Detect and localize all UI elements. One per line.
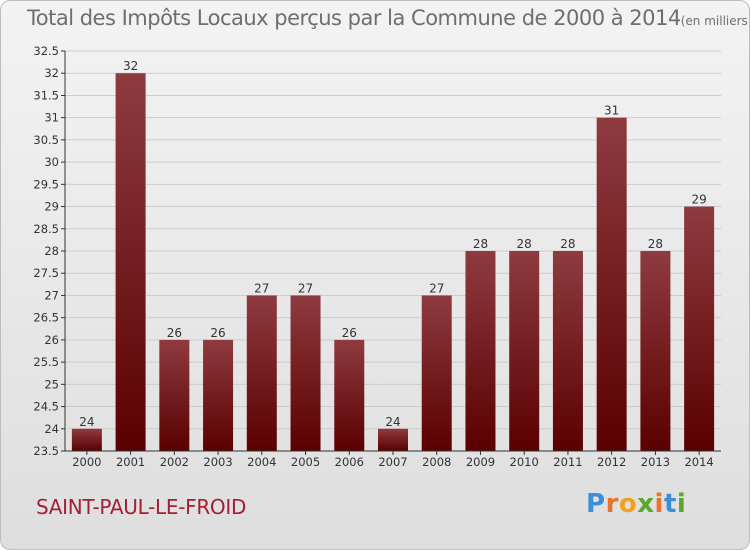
y-tick-label: 28.5: [33, 222, 59, 236]
bar-2003: [203, 339, 234, 451]
bar-2014: [684, 206, 715, 451]
x-tick-label: 2012: [597, 455, 626, 469]
chart-title-unit: (en milliers d'€): [680, 14, 749, 28]
y-tick-label: 28: [44, 244, 59, 258]
logo-letter: i: [654, 489, 664, 519]
bar-value-label: 28: [473, 237, 488, 251]
x-tick-label: 2008: [422, 455, 451, 469]
y-tick-label: 24: [44, 422, 59, 436]
bar-value-label: 26: [342, 326, 357, 340]
bar-2004: [246, 295, 277, 451]
x-tick-label: 2010: [510, 455, 539, 469]
bar-value-label: 27: [429, 281, 444, 295]
y-tick-label: 24.5: [33, 400, 59, 414]
chart-title-main: Total des Impôts Locaux perçus par la Co…: [27, 6, 681, 30]
y-tick-label: 26.5: [33, 311, 59, 325]
x-tick-label: 2013: [641, 455, 670, 469]
x-tick-label: 2005: [291, 455, 320, 469]
bar-2007: [378, 428, 408, 451]
bars: [71, 73, 715, 452]
y-tick-label: 27: [44, 288, 59, 302]
bar-2001: [115, 73, 146, 451]
y-tick-label: 23.5: [33, 444, 59, 458]
bar-2012: [596, 117, 627, 452]
y-tick-label: 31: [44, 111, 59, 125]
commune-name: SAINT-PAUL-LE-FROID: [36, 495, 247, 519]
chart-title: Total des Impôts Locaux perçus par la Co…: [27, 6, 749, 30]
x-tick-label: 2001: [116, 455, 145, 469]
y-tick-label: 25.5: [33, 355, 59, 369]
y-tick-label: 30.5: [33, 133, 59, 147]
x-tick-label: 2014: [684, 455, 713, 469]
y-tick-label: 31.5: [33, 88, 59, 102]
x-tick-label: 2009: [466, 455, 495, 469]
y-tick-label: 27.5: [33, 266, 59, 280]
y-tick-label: 32.5: [33, 44, 59, 58]
bar-value-label: 26: [210, 326, 225, 340]
y-tick-label: 29: [44, 200, 59, 214]
x-tick-label: 2003: [203, 455, 232, 469]
bar-value-label: 28: [648, 237, 663, 251]
bar-value-label: 27: [298, 281, 313, 295]
bar-value-label: 26: [167, 326, 182, 340]
axes: [61, 50, 721, 455]
x-tick-label: 2006: [335, 455, 364, 469]
y-tick-label: 29.5: [33, 177, 59, 191]
bar-value-label: 28: [560, 237, 575, 251]
bar-2002: [159, 339, 190, 451]
x-tick-label: 2000: [72, 455, 101, 469]
bar-value-label: 24: [385, 415, 400, 429]
logo-letter: P: [586, 489, 606, 519]
logo-letter: r: [605, 489, 619, 519]
bar-2006: [334, 339, 365, 451]
y-tick-label: 30: [44, 155, 59, 169]
bar-2010: [509, 251, 540, 451]
logo-letter: t: [663, 489, 677, 519]
logo-letter: i: [676, 489, 687, 519]
x-tick-label: 2002: [160, 455, 189, 469]
x-tick-label: 2007: [378, 455, 407, 469]
x-tick-label: 2011: [553, 455, 582, 469]
bar-value-label: 31: [604, 104, 619, 118]
bar-value-label: 32: [123, 59, 138, 73]
bar-2000: [71, 428, 102, 451]
y-tick-label: 32: [44, 66, 59, 80]
bar-value-label: 24: [79, 415, 94, 429]
y-tick-label: 25: [44, 377, 59, 391]
x-tick-label: 2004: [247, 455, 276, 469]
proxiti-logo: Proxiti: [586, 489, 686, 519]
labels: 23.5 24 24.5 25 25.5 26 26.5 27 27.5 28 28.5 29 29.5…: [33, 44, 713, 469]
logo-letter: o: [618, 489, 638, 519]
y-tick-label: 26: [44, 333, 59, 347]
bar-2009: [465, 251, 496, 451]
bar-2013: [640, 251, 671, 451]
bar-value-label: 27: [254, 281, 269, 295]
logo-letter: x: [637, 489, 655, 519]
bar-2005: [290, 295, 321, 451]
bar-value-label: 29: [691, 193, 706, 207]
bar-value-label: 28: [517, 237, 532, 251]
bar-2008: [421, 295, 452, 451]
bar-2011: [552, 251, 583, 451]
